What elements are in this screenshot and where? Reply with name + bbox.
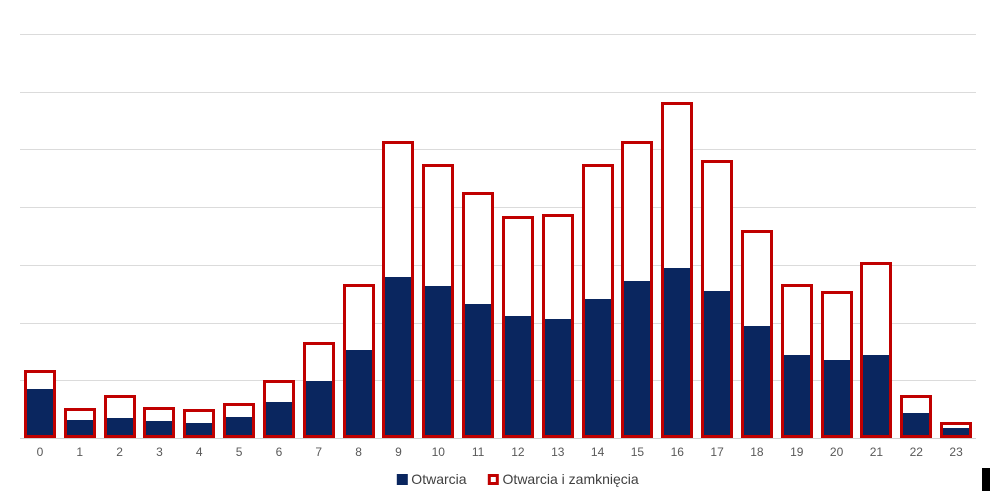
- bar-otwarcia-23: [943, 427, 970, 435]
- x-axis-label-21: 21: [869, 445, 884, 459]
- bar-otwarcia-7: [305, 380, 332, 435]
- legend-item-otwarcia: Otwarcia: [396, 469, 467, 489]
- legend-item-otwarcia-i-zamkniecia: Otwarcia i zamknięcia: [487, 469, 639, 489]
- x-axis-label-19: 19: [790, 445, 804, 459]
- bar-otwarcia-i-zamkniecia-22: [900, 394, 933, 438]
- gridline: [20, 322, 976, 324]
- x-axis-label-3: 3: [156, 445, 163, 459]
- bar-otwarcia-i-zamkniecia-8: [342, 284, 375, 438]
- bar-otwarcia-18: [743, 326, 770, 435]
- bar-otwarcia-i-zamkniecia-18: [740, 229, 773, 438]
- bar-otwarcia-22: [903, 412, 930, 435]
- gridline: [20, 264, 976, 266]
- x-axis-label-2: 2: [116, 445, 123, 459]
- legend-label-otwarcia-i-zamkniecia: Otwarcia i zamknięcia: [502, 471, 639, 487]
- bar-otwarcia-i-zamkniecia-19: [780, 284, 813, 438]
- bar-otwarcia-i-zamkniecia-21: [860, 261, 893, 438]
- bar-otwarcia-i-zamkniecia-13: [541, 214, 574, 438]
- bar-otwarcia-19: [783, 355, 810, 435]
- bar-otwarcia-5: [226, 417, 253, 435]
- x-axis-label-6: 6: [275, 445, 283, 459]
- text-cursor-artifact: [982, 468, 990, 491]
- bar-otwarcia-2: [106, 417, 133, 435]
- bar-otwarcia-i-zamkniecia-16: [661, 101, 694, 438]
- legend-filled-square-icon: [396, 473, 408, 485]
- x-axis-label-22: 22: [909, 445, 923, 459]
- bar-otwarcia-21: [863, 354, 890, 435]
- gridline: [20, 380, 976, 382]
- bar-otwarcia-1: [66, 419, 93, 435]
- bar-otwarcia-9: [385, 276, 412, 435]
- bar-otwarcia-i-zamkniecia-10: [422, 163, 455, 438]
- bar-otwarcia-13: [544, 319, 571, 435]
- bar-otwarcia-i-zamkniecia-3: [143, 407, 176, 438]
- bar-otwarcia-i-zamkniecia-5: [223, 402, 256, 438]
- x-axis-label-17: 17: [710, 445, 724, 459]
- x-axis-label-9: 9: [395, 445, 402, 459]
- x-axis-label-0: 0: [36, 445, 44, 459]
- chart-legend: Otwarcia Otwarcia i zamknięcia: [396, 469, 639, 489]
- bar-otwarcia-4: [186, 422, 213, 435]
- x-axis-label-23: 23: [949, 445, 963, 459]
- bar-otwarcia-i-zamkniecia-11: [462, 191, 495, 438]
- bar-otwarcia-6: [265, 401, 292, 435]
- gridline: [20, 207, 976, 209]
- legend-outlined-square-icon: [487, 473, 499, 485]
- x-axis-label-8: 8: [355, 445, 362, 459]
- bar-otwarcia-10: [425, 285, 452, 435]
- x-axis-label-10: 10: [431, 445, 445, 459]
- x-axis-label-18: 18: [750, 445, 764, 459]
- bar-otwarcia-20: [823, 359, 850, 435]
- x-axis-line: [20, 438, 976, 439]
- bar-otwarcia-i-zamkniecia-17: [701, 159, 734, 438]
- bar-otwarcia-i-zamkniecia-14: [581, 164, 614, 438]
- bar-otwarcia-i-zamkniecia-15: [621, 141, 654, 438]
- bar-otwarcia-0: [26, 388, 53, 435]
- bar-otwarcia-i-zamkniecia-4: [183, 409, 216, 438]
- bar-otwarcia-i-zamkniecia-9: [382, 141, 415, 438]
- bar-otwarcia-i-zamkniecia-6: [262, 380, 295, 438]
- x-axis-label-1: 1: [76, 445, 84, 459]
- bar-otwarcia-11: [465, 303, 492, 435]
- bar-otwarcia-i-zamkniecia-12: [501, 216, 534, 438]
- x-axis-label-15: 15: [630, 445, 645, 459]
- bar-otwarcia-8: [345, 350, 372, 435]
- x-axis-label-4: 4: [195, 445, 203, 459]
- x-axis-label-5: 5: [235, 445, 243, 459]
- bar-otwarcia-12: [504, 315, 531, 435]
- x-axis-label-12: 12: [511, 445, 525, 459]
- bar-otwarcia-i-zamkniecia-0: [23, 370, 56, 438]
- x-axis-label-16: 16: [670, 445, 684, 459]
- x-axis-label-14: 14: [590, 445, 605, 459]
- x-axis-label-7: 7: [315, 445, 323, 459]
- bar-otwarcia-17: [704, 290, 731, 435]
- gridline: [20, 91, 976, 93]
- bar-otwarcia-3: [146, 421, 173, 435]
- bar-otwarcia-i-zamkniecia-1: [63, 407, 96, 438]
- bar-otwarcia-i-zamkniecia-2: [103, 394, 136, 438]
- bar-otwarcia-i-zamkniecia-7: [302, 342, 335, 438]
- x-axis-label-11: 11: [471, 445, 485, 459]
- bar-otwarcia-i-zamkniecia-23: [940, 422, 973, 438]
- legend-label-otwarcia: Otwarcia: [411, 471, 467, 487]
- bar-otwarcia-15: [624, 281, 651, 435]
- gridline: [20, 34, 976, 35]
- bar-otwarcia-i-zamkniecia-20: [820, 290, 853, 438]
- gridline: [20, 149, 976, 151]
- x-axis-label-13: 13: [551, 445, 565, 459]
- x-axis-label-20: 20: [829, 445, 844, 459]
- bar-otwarcia-14: [584, 298, 611, 435]
- bar-otwarcia-16: [664, 267, 691, 435]
